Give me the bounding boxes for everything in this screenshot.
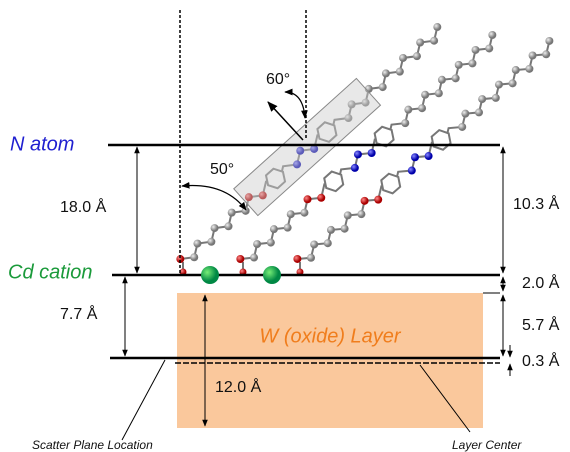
carbon [509, 79, 517, 87]
carbon [284, 224, 292, 232]
layer-label: W (oxide) Layer [259, 325, 401, 347]
carbon [287, 210, 295, 218]
carbon [435, 89, 443, 97]
carbon [430, 37, 438, 45]
carbon [379, 83, 387, 91]
level-label: Cd cation [8, 261, 93, 283]
benzene-ring [324, 172, 343, 192]
carbon [545, 37, 553, 45]
carbon [413, 52, 421, 60]
oxide-layer [177, 293, 483, 428]
benzene-ring [375, 127, 394, 147]
cd-atom [201, 266, 219, 284]
carbon [344, 211, 352, 219]
carbon [455, 61, 463, 69]
carbon [475, 108, 483, 116]
chain [240, 35, 492, 259]
annotation: Scatter Plane Location [32, 438, 153, 452]
carbon [452, 74, 460, 82]
distance-label: 5.7 Å [522, 315, 560, 334]
carbon [492, 94, 500, 102]
nitrogen [411, 153, 419, 161]
nitrogen [354, 150, 362, 158]
carbon [525, 65, 533, 73]
carbon [401, 119, 409, 127]
benzene-ring [381, 174, 400, 194]
carbon [529, 52, 537, 60]
oxygen [374, 196, 382, 204]
nitrogen [425, 152, 433, 160]
carbon [438, 76, 446, 84]
carbon [193, 240, 201, 248]
carbon [468, 59, 476, 67]
carbon [270, 225, 278, 233]
cd-atom [263, 266, 281, 284]
carbon [485, 44, 493, 52]
carbon [421, 91, 429, 99]
carbon [461, 110, 469, 118]
level-label: N atom [10, 133, 74, 155]
carbon [433, 23, 441, 31]
annotation: Layer Center [452, 438, 522, 452]
carbon [300, 209, 308, 217]
nitrogen [351, 164, 359, 172]
benzene-ring [432, 130, 451, 150]
figure: 60° 50° N atom Cd cation W (oxide) Layer… [0, 0, 570, 452]
carbon [542, 50, 550, 58]
oxygen [304, 195, 312, 203]
angle-arc [285, 92, 305, 118]
carbon [250, 254, 258, 262]
nitrogen [368, 149, 376, 157]
carbon [472, 46, 480, 54]
distance-label: 7.7 Å [60, 304, 98, 323]
carbon [211, 224, 219, 232]
distance-label: 12.0 Å [215, 377, 262, 396]
carbon [488, 31, 496, 39]
carbon [382, 69, 390, 77]
carbon [228, 209, 236, 217]
carbon [307, 254, 315, 262]
carbon [404, 106, 412, 114]
normal-arrow [268, 102, 303, 140]
oxygen [317, 194, 325, 202]
chain [297, 41, 549, 259]
carbon [416, 38, 424, 46]
carbon [396, 68, 404, 76]
carbon [357, 210, 365, 218]
carbon [327, 226, 335, 234]
carbon [310, 240, 318, 248]
azobenzene-box [234, 78, 381, 215]
carbon [495, 81, 503, 89]
oxygen [361, 197, 369, 205]
carbon [478, 95, 486, 103]
distance-label: 18.0 Å [60, 197, 107, 216]
angle-label: 50° [210, 161, 234, 178]
molecules [176, 23, 553, 275]
nitrogen [408, 167, 416, 175]
carbon [190, 253, 198, 261]
leader-line [122, 360, 165, 440]
carbon [341, 225, 349, 233]
oxygen [293, 255, 301, 263]
distance-label: 0.3 Å [522, 351, 560, 370]
carbon [418, 104, 426, 112]
carbon [225, 222, 233, 230]
carbon [207, 238, 215, 246]
carbon [458, 123, 466, 131]
carbon [242, 207, 250, 215]
carbon [399, 54, 407, 62]
oxygen [236, 255, 244, 263]
distance-label: 2.0 Å [522, 273, 560, 292]
carbon [253, 240, 261, 248]
angle-label: 60° [266, 71, 290, 88]
distance-label: 10.3 Å [513, 194, 560, 213]
carbon [512, 66, 520, 74]
carbon [324, 239, 332, 247]
carbon [267, 239, 275, 247]
